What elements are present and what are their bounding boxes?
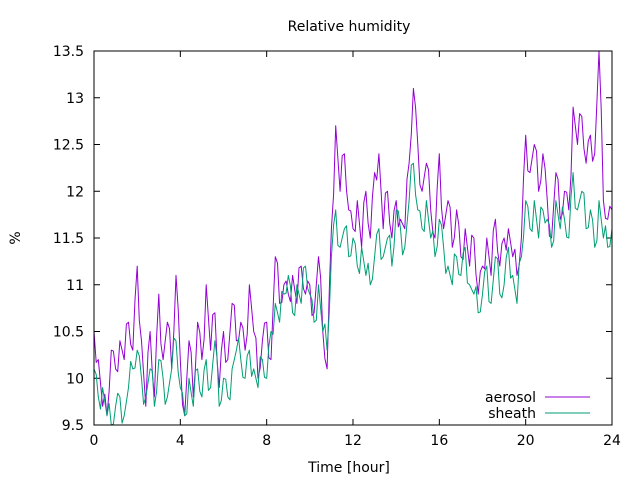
y-tick-label: 12.5: [53, 138, 84, 154]
y-tick-label: 11: [66, 278, 84, 294]
y-tick-label: 13.5: [53, 44, 84, 60]
y-tick-label: 9.5: [62, 418, 84, 434]
x-tick-label: 0: [90, 433, 99, 449]
x-tick-label: 24: [603, 433, 621, 449]
y-axis-label: %: [8, 231, 24, 244]
x-axis-label: Time [hour]: [307, 460, 390, 476]
y-tick-label: 10.5: [53, 325, 84, 341]
x-tick-label: 20: [517, 433, 535, 449]
series-line-aerosol: [93, 50, 613, 417]
legend-label-sheath: sheath: [488, 406, 536, 422]
x-tick-label: 8: [262, 433, 271, 449]
series-line-sheath: [93, 162, 613, 426]
x-tick-label: 4: [176, 433, 185, 449]
x-tick-label: 12: [344, 433, 362, 449]
y-tick-label: 12: [66, 184, 84, 200]
y-tick-label: 13: [66, 91, 84, 107]
y-tick-label: 11.5: [53, 231, 84, 247]
y-tick-label: 10: [66, 371, 84, 387]
chart-title: Relative humidity: [288, 19, 411, 35]
plot-frame: [93, 50, 613, 426]
x-tick-label: 16: [430, 433, 448, 449]
legend-label-aerosol: aerosol: [485, 390, 536, 406]
